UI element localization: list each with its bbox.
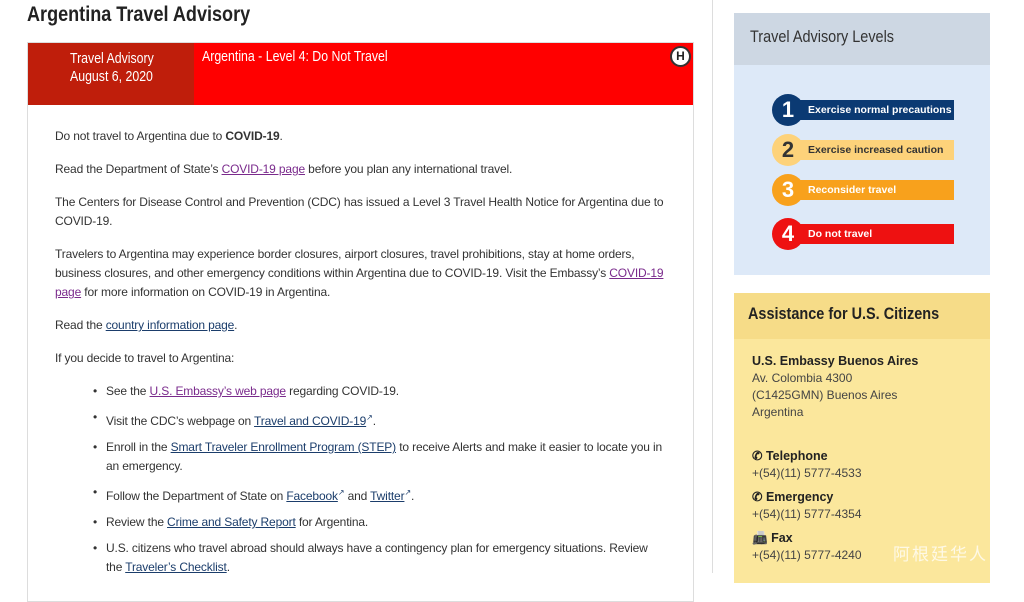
external-link-icon: ↗ (337, 488, 345, 497)
inline-link[interactable]: country information page (105, 318, 235, 332)
text-segment: before you plan any international travel… (305, 162, 513, 176)
text-segment: regarding COVID-19. (285, 384, 399, 398)
text-segment: and (344, 489, 371, 503)
advisory-date: August 6, 2020 (70, 69, 153, 85)
assistance-panel: Assistance for U.S. Citizens U.S. Embass… (734, 293, 990, 583)
emergency-label: Emergency (765, 490, 834, 504)
paragraph: Do not travel to Argentina due to COVID-… (55, 127, 666, 146)
text-segment: U.S. citizens who travel abroad should a… (106, 541, 648, 574)
address-line: (C1425GMN) Buenos Aires (752, 388, 898, 402)
external-link-icon: ↗ (366, 413, 373, 422)
advisory-body: Do not travel to Argentina due to COVID-… (28, 105, 693, 577)
inline-link[interactable]: U.S. Embassy’s web page (149, 384, 287, 398)
bold-text: COVID-19 (225, 129, 280, 143)
text-segment: . (411, 489, 415, 503)
paragraph: The Centers for Disease Control and Prev… (55, 193, 666, 231)
fax-label: Fax (771, 531, 793, 545)
recommendations-list: See the U.S. Embassy’s web page regardin… (93, 382, 666, 577)
text-segment: Read the (55, 318, 106, 332)
fax-number[interactable]: +(54)(11) 5777-4240 (752, 548, 862, 562)
text-segment: . (226, 560, 230, 574)
column-divider (712, 0, 713, 573)
inline-link[interactable]: Traveler’s Checklist (125, 560, 227, 574)
level-label: Exercise normal precautions (794, 100, 954, 120)
external-link-icon: ↗ (404, 488, 411, 497)
list-item: Visit the CDC’s webpage on Travel and CO… (93, 408, 666, 431)
text-segment: . (372, 414, 376, 428)
advisory-level-4[interactable]: Do not travel 4 (772, 218, 954, 250)
level-label: Exercise increased caution (794, 140, 954, 160)
inline-link[interactable]: Travel and COVID-19 (254, 414, 367, 428)
text-segment: Do not travel to Argentina due to (55, 129, 226, 143)
phone-icon: ✆ (752, 449, 763, 463)
level-label: Do not travel (794, 224, 954, 244)
text-segment: to receive Alerts and make it easier to … (106, 440, 663, 473)
paragraph: If you decide to travel to Argentina: (55, 349, 666, 368)
list-item: U.S. citizens who travel abroad should a… (93, 539, 666, 577)
text-segment: for more information on COVID-19 in Arge… (81, 285, 331, 299)
text-segment: If you decide to travel to Argentina: (55, 351, 235, 365)
advisory-level-1[interactable]: Exercise normal precautions 1 (772, 94, 954, 126)
paragraph: Travelers to Argentina may experience bo… (55, 245, 666, 302)
text-segment: See the (106, 384, 150, 398)
inline-link[interactable]: Crime and Safety Report (167, 515, 296, 529)
text-segment: Follow the Department of State on (106, 489, 287, 503)
level-number-badge: 1 (772, 94, 804, 126)
watermark: 阿根廷华人 (893, 545, 988, 564)
text-segment: . (234, 318, 238, 332)
text-segment: The Centers for Disease Control and Prev… (55, 195, 664, 228)
advisory-level-2[interactable]: Exercise increased caution 2 (772, 134, 954, 166)
emergency-number[interactable]: +(54)(11) 5777-4354 (752, 507, 862, 521)
address-line: Av. Colombia 4300 (752, 371, 853, 385)
level-number-badge: 4 (772, 218, 804, 250)
embassy-name: U.S. Embassy Buenos Aires (752, 354, 919, 368)
advisory-headline: Argentina - Level 4: Do Not Travel (202, 49, 388, 65)
inline-link[interactable]: Smart Traveler Enrollment Program (STEP) (170, 440, 397, 454)
list-item: Follow the Department of State on Facebo… (93, 483, 666, 506)
inline-link[interactable]: Facebook (286, 489, 338, 503)
levels-title: Travel Advisory Levels (750, 27, 895, 46)
text-segment: Enroll in the (106, 440, 171, 454)
list-item: See the U.S. Embassy’s web page regardin… (93, 382, 666, 401)
page-title: Argentina Travel Advisory (27, 3, 251, 26)
text-segment: for Argentina. (295, 515, 369, 529)
fax-icon: 📠 (752, 531, 768, 545)
advisory-date-block: Travel Advisory August 6, 2020 (28, 43, 194, 105)
inline-link[interactable]: COVID-19 page (55, 266, 664, 299)
advisory-card: Travel Advisory August 6, 2020 Argentina… (27, 42, 694, 602)
level-label: Reconsider travel (794, 180, 954, 200)
telephone-label: Telephone (765, 449, 828, 463)
advisory-banner: Travel Advisory August 6, 2020 Argentina… (28, 43, 693, 105)
address-line: Argentina (752, 405, 804, 419)
list-item: Enroll in the Smart Traveler Enrollment … (93, 438, 666, 476)
inline-link[interactable]: Twitter (370, 489, 405, 503)
text-segment: Review the (106, 515, 168, 529)
health-indicator-icon[interactable]: H (670, 46, 691, 67)
text-segment: . (279, 129, 283, 143)
level-number-badge: 3 (772, 174, 804, 206)
advisory-levels-panel: Travel Advisory Levels Exercise normal p… (734, 13, 990, 275)
phone-icon: ✆ (752, 490, 763, 504)
advisory-level-3[interactable]: Reconsider travel 3 (772, 174, 954, 206)
paragraph: Read the country information page. (55, 316, 666, 335)
paragraph: Read the Department of State’s COVID-19 … (55, 160, 666, 179)
telephone-number[interactable]: +(54)(11) 5777-4533 (752, 466, 862, 480)
text-segment: Visit the CDC’s webpage on (106, 414, 255, 428)
advisory-headline-block: Argentina - Level 4: Do Not Travel H (194, 43, 693, 105)
advisory-label: Travel Advisory (70, 51, 154, 67)
level-number-badge: 2 (772, 134, 804, 166)
text-segment: Read the Department of State’s (55, 162, 222, 176)
text-segment: Travelers to Argentina may experience bo… (55, 247, 635, 280)
inline-link[interactable]: COVID-19 page (221, 162, 306, 176)
assistance-title: Assistance for U.S. Citizens (748, 304, 940, 323)
list-item: Review the Crime and Safety Report for A… (93, 513, 666, 532)
